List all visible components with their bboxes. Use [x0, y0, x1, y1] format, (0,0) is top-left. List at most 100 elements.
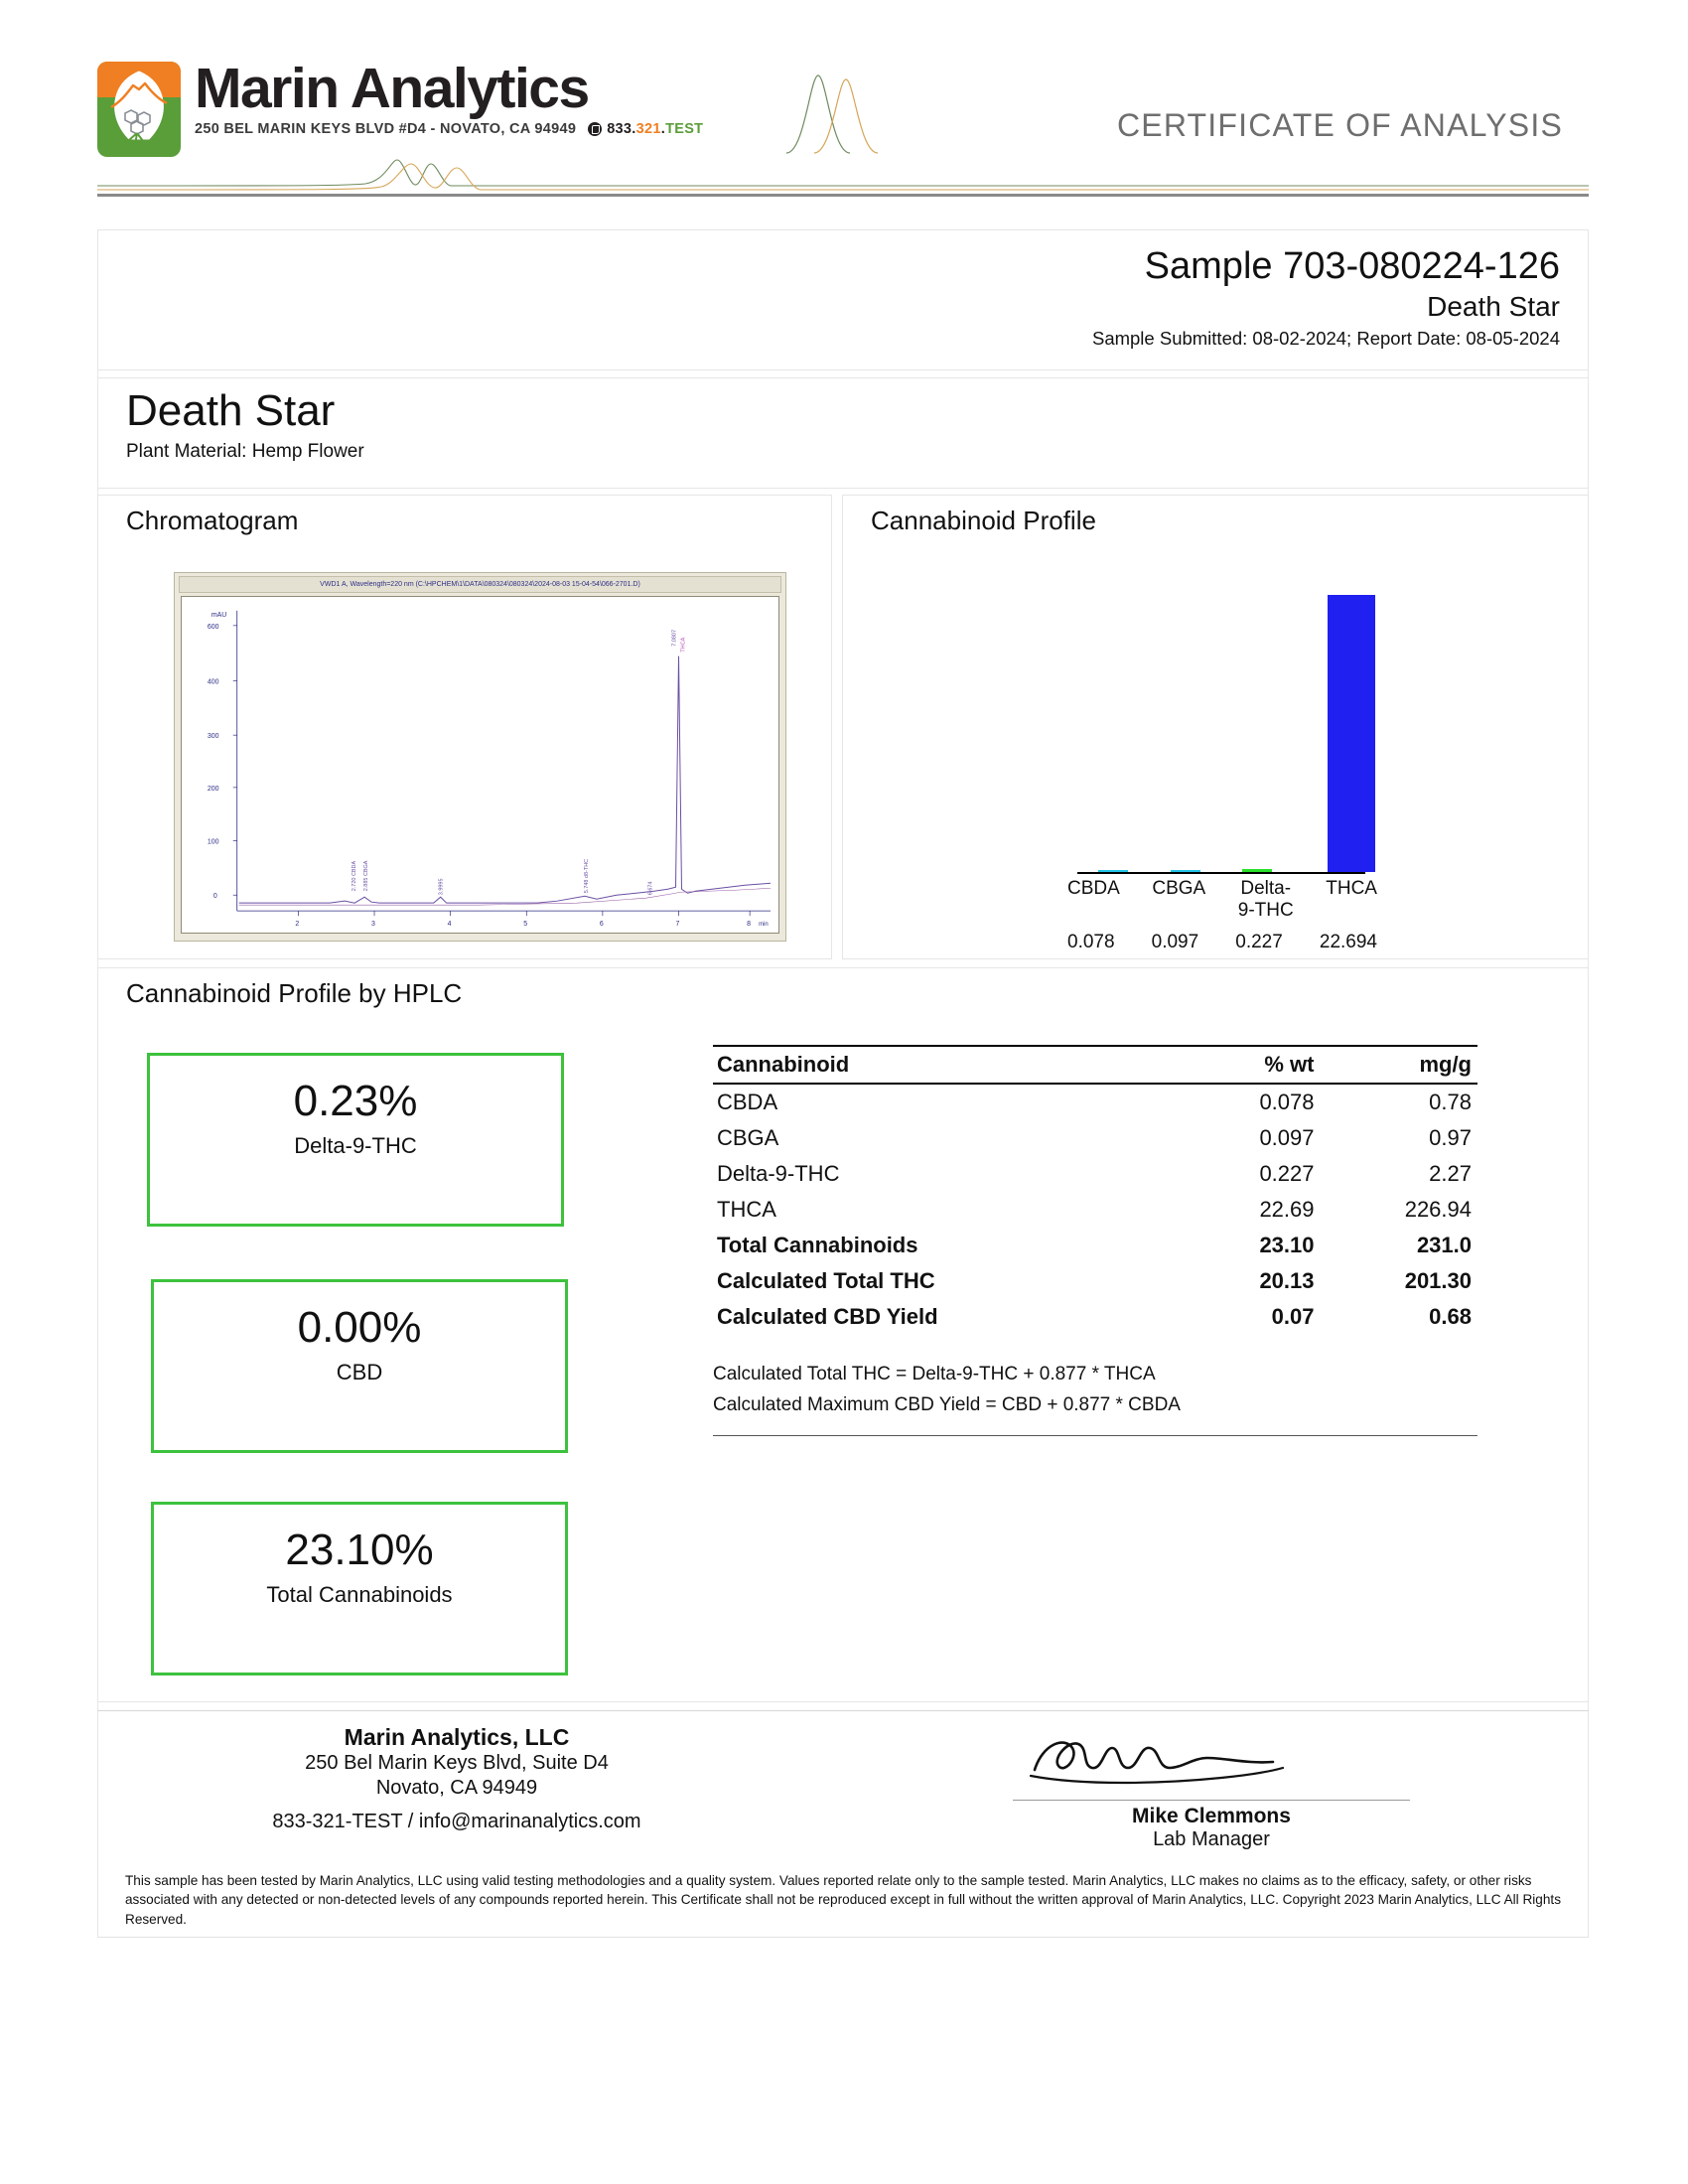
phone-part-test: TEST	[665, 120, 704, 137]
col-pct-wt: % wt	[1188, 1045, 1319, 1085]
svg-text:2.885 CBGA: 2.885 CBGA	[363, 860, 369, 891]
cell-name: CBGA	[717, 1125, 779, 1150]
bar-thca	[1327, 595, 1375, 872]
cannabinoid-bar-chart	[1077, 584, 1375, 872]
page-bottom-edge	[97, 1937, 1589, 1938]
table-row: Delta-9-THC 0.227 2.27	[713, 1156, 1477, 1192]
lab-address-line-2: Novato, CA 94949	[375, 1777, 538, 1799]
footer-divider	[97, 1710, 1589, 1711]
cannabinoid-profile-panel: Cannabinoid Profile	[842, 495, 1589, 959]
cell-pct: 0.078	[1259, 1090, 1315, 1114]
table-formulas: Calculated Total THC = Delta-9-THC + 0.8…	[713, 1359, 1477, 1436]
svg-text:300: 300	[208, 733, 219, 740]
sample-dates: Sample Submitted: 08-02-2024; Report Dat…	[1091, 328, 1560, 350]
lab-address-line-1: 250 Bel Marin Keys Blvd, Suite D4	[305, 1752, 609, 1774]
strain-block: Death Star Plant Material: Hemp Flower	[97, 377, 1589, 489]
strain-material: Plant Material: Hemp Flower	[126, 441, 364, 463]
header-divider	[96, 154, 1589, 202]
bar-category-label: THCA	[1326, 878, 1377, 899]
company-address-text: 250 BEL MARIN KEYS BLVD #D4 - NOVATO, CA…	[195, 120, 577, 137]
result-value: 23.10%	[285, 1526, 434, 1574]
sample-strain-name: Death Star	[1427, 290, 1560, 322]
bar-delta-9-thc	[1242, 869, 1273, 872]
cell-mgg: 231.0	[1416, 1233, 1472, 1257]
phone-icon	[588, 121, 603, 136]
sample-id: Sample 703-080224-126	[1144, 245, 1560, 287]
svg-text:5.748 d8-THC: 5.748 d8-THC	[584, 859, 590, 893]
phone-part-321: 321	[635, 120, 661, 137]
svg-text:2: 2	[295, 921, 299, 928]
company-name: Marin Analytics	[195, 57, 590, 120]
cell-pct: 0.07	[1271, 1304, 1315, 1329]
svg-text:3: 3	[371, 921, 375, 928]
result-box-total-cannabinoids: 23.10% Total Cannabinoids	[151, 1502, 568, 1675]
cell-mgg: 0.68	[1429, 1304, 1472, 1329]
lab-contact-block: Marin Analytics, LLC 250 Bel Marin Keys …	[199, 1724, 715, 1833]
result-label: Total Cannabinoids	[266, 1582, 453, 1608]
chromatogram-window-title: VWD1 A, Wavelength=220 nm (C:\HPCHEM\1\D…	[179, 576, 781, 593]
svg-text:5: 5	[523, 921, 527, 928]
table-row-calculated-thc: Calculated Total THC 20.13 201.30	[713, 1263, 1477, 1299]
svg-text:mAU: mAU	[211, 612, 226, 619]
bar-value-label: 0.097	[1151, 932, 1199, 952]
cell-name: Delta-9-THC	[717, 1161, 840, 1186]
sample-header-block: Sample 703-080224-126 Death Star Sample …	[97, 229, 1589, 370]
cell-mgg: 2.27	[1429, 1161, 1472, 1186]
signature-icon	[1029, 1741, 1285, 1785]
cell-pct: 23.10	[1259, 1233, 1315, 1257]
col-cannabinoid: Cannabinoid	[713, 1045, 1189, 1085]
svg-text:0: 0	[213, 893, 217, 900]
chromatogram-plot: mAU 600 400 300 200 100 0 2	[181, 596, 779, 934]
bar-category-label: CBGA	[1152, 878, 1206, 899]
svg-text:100: 100	[208, 839, 219, 846]
cell-name: CBDA	[717, 1090, 778, 1114]
bar-value-label: 0.227	[1235, 932, 1283, 952]
cell-pct: 20.13	[1259, 1268, 1315, 1293]
table-header-row: Cannabinoid % wt mg/g	[713, 1045, 1477, 1085]
svg-text:600: 600	[208, 624, 219, 631]
header-baseline-trace-icon	[96, 159, 1589, 191]
strain-title: Death Star	[126, 386, 336, 435]
svg-text:THCA: THCA	[680, 637, 686, 652]
phone-part-833: 833	[607, 120, 633, 137]
company-address-line: 250 BEL MARIN KEYS BLVD #D4 - NOVATO, CA…	[195, 120, 704, 137]
svg-text:min: min	[759, 922, 769, 928]
result-label: CBD	[336, 1360, 383, 1385]
formula-total-thc: Calculated Total THC = Delta-9-THC + 0.8…	[713, 1364, 1156, 1384]
svg-text:7: 7	[676, 921, 680, 928]
chromatogram-image: VWD1 A, Wavelength=220 nm (C:\HPCHEM\1\D…	[174, 572, 786, 942]
svg-text:6: 6	[600, 921, 604, 928]
table-row: CBGA 0.097 0.97	[713, 1120, 1477, 1156]
cell-mgg: 0.97	[1429, 1125, 1472, 1150]
page-header: Marin Analytics 250 BEL MARIN KEYS BLVD …	[0, 0, 1688, 214]
bar-cbda	[1098, 870, 1129, 872]
cell-pct: 0.227	[1259, 1161, 1315, 1186]
cell-name: THCA	[717, 1197, 776, 1222]
bar-cbga	[1170, 870, 1200, 872]
svg-text:200: 200	[208, 786, 219, 793]
formula-cbd-yield: Calculated Maximum CBD Yield = CBD + 0.8…	[713, 1394, 1181, 1416]
bar-category-label: Delta- 9-THC	[1237, 878, 1294, 921]
svg-text:4: 4	[448, 921, 452, 928]
hplc-section-title: Cannabinoid Profile by HPLC	[126, 978, 463, 1008]
bar-chart-value-labels: 0.078 0.097 0.227 22.694	[1067, 932, 1377, 953]
page-title: CERTIFICATE OF ANALYSIS	[1116, 107, 1563, 143]
chromatogram-trace-icon: mAU 600 400 300 200 100 0 2	[208, 610, 772, 928]
bar-category-label: CBDA	[1067, 878, 1120, 899]
cannabinoid-results-table: Cannabinoid % wt mg/g CBDA 0.078 0.78 CBGA 0…	[713, 1045, 1477, 1335]
col-mg-g: mg/g	[1318, 1045, 1477, 1085]
table-row: CBDA 0.078 0.78	[713, 1084, 1477, 1120]
bar-value-label: 0.078	[1067, 932, 1115, 952]
cell-mgg: 226.94	[1404, 1197, 1472, 1222]
cell-mgg: 0.78	[1429, 1090, 1472, 1114]
company-logo: Marin Analytics 250 BEL MARIN KEYS BLVD …	[97, 57, 704, 157]
cell-mgg: 201.30	[1404, 1268, 1472, 1293]
table-row: THCA 22.69 226.94	[713, 1192, 1477, 1228]
cell-pct: 0.097	[1259, 1125, 1315, 1150]
cell-pct: 22.69	[1259, 1197, 1315, 1222]
cell-name: Calculated CBD Yield	[717, 1304, 938, 1329]
lab-name: Marin Analytics, LLC	[344, 1724, 570, 1750]
profile-section-title: Cannabinoid Profile	[871, 506, 1096, 535]
svg-text:2.720 CBDA: 2.720 CBDA	[352, 861, 357, 892]
